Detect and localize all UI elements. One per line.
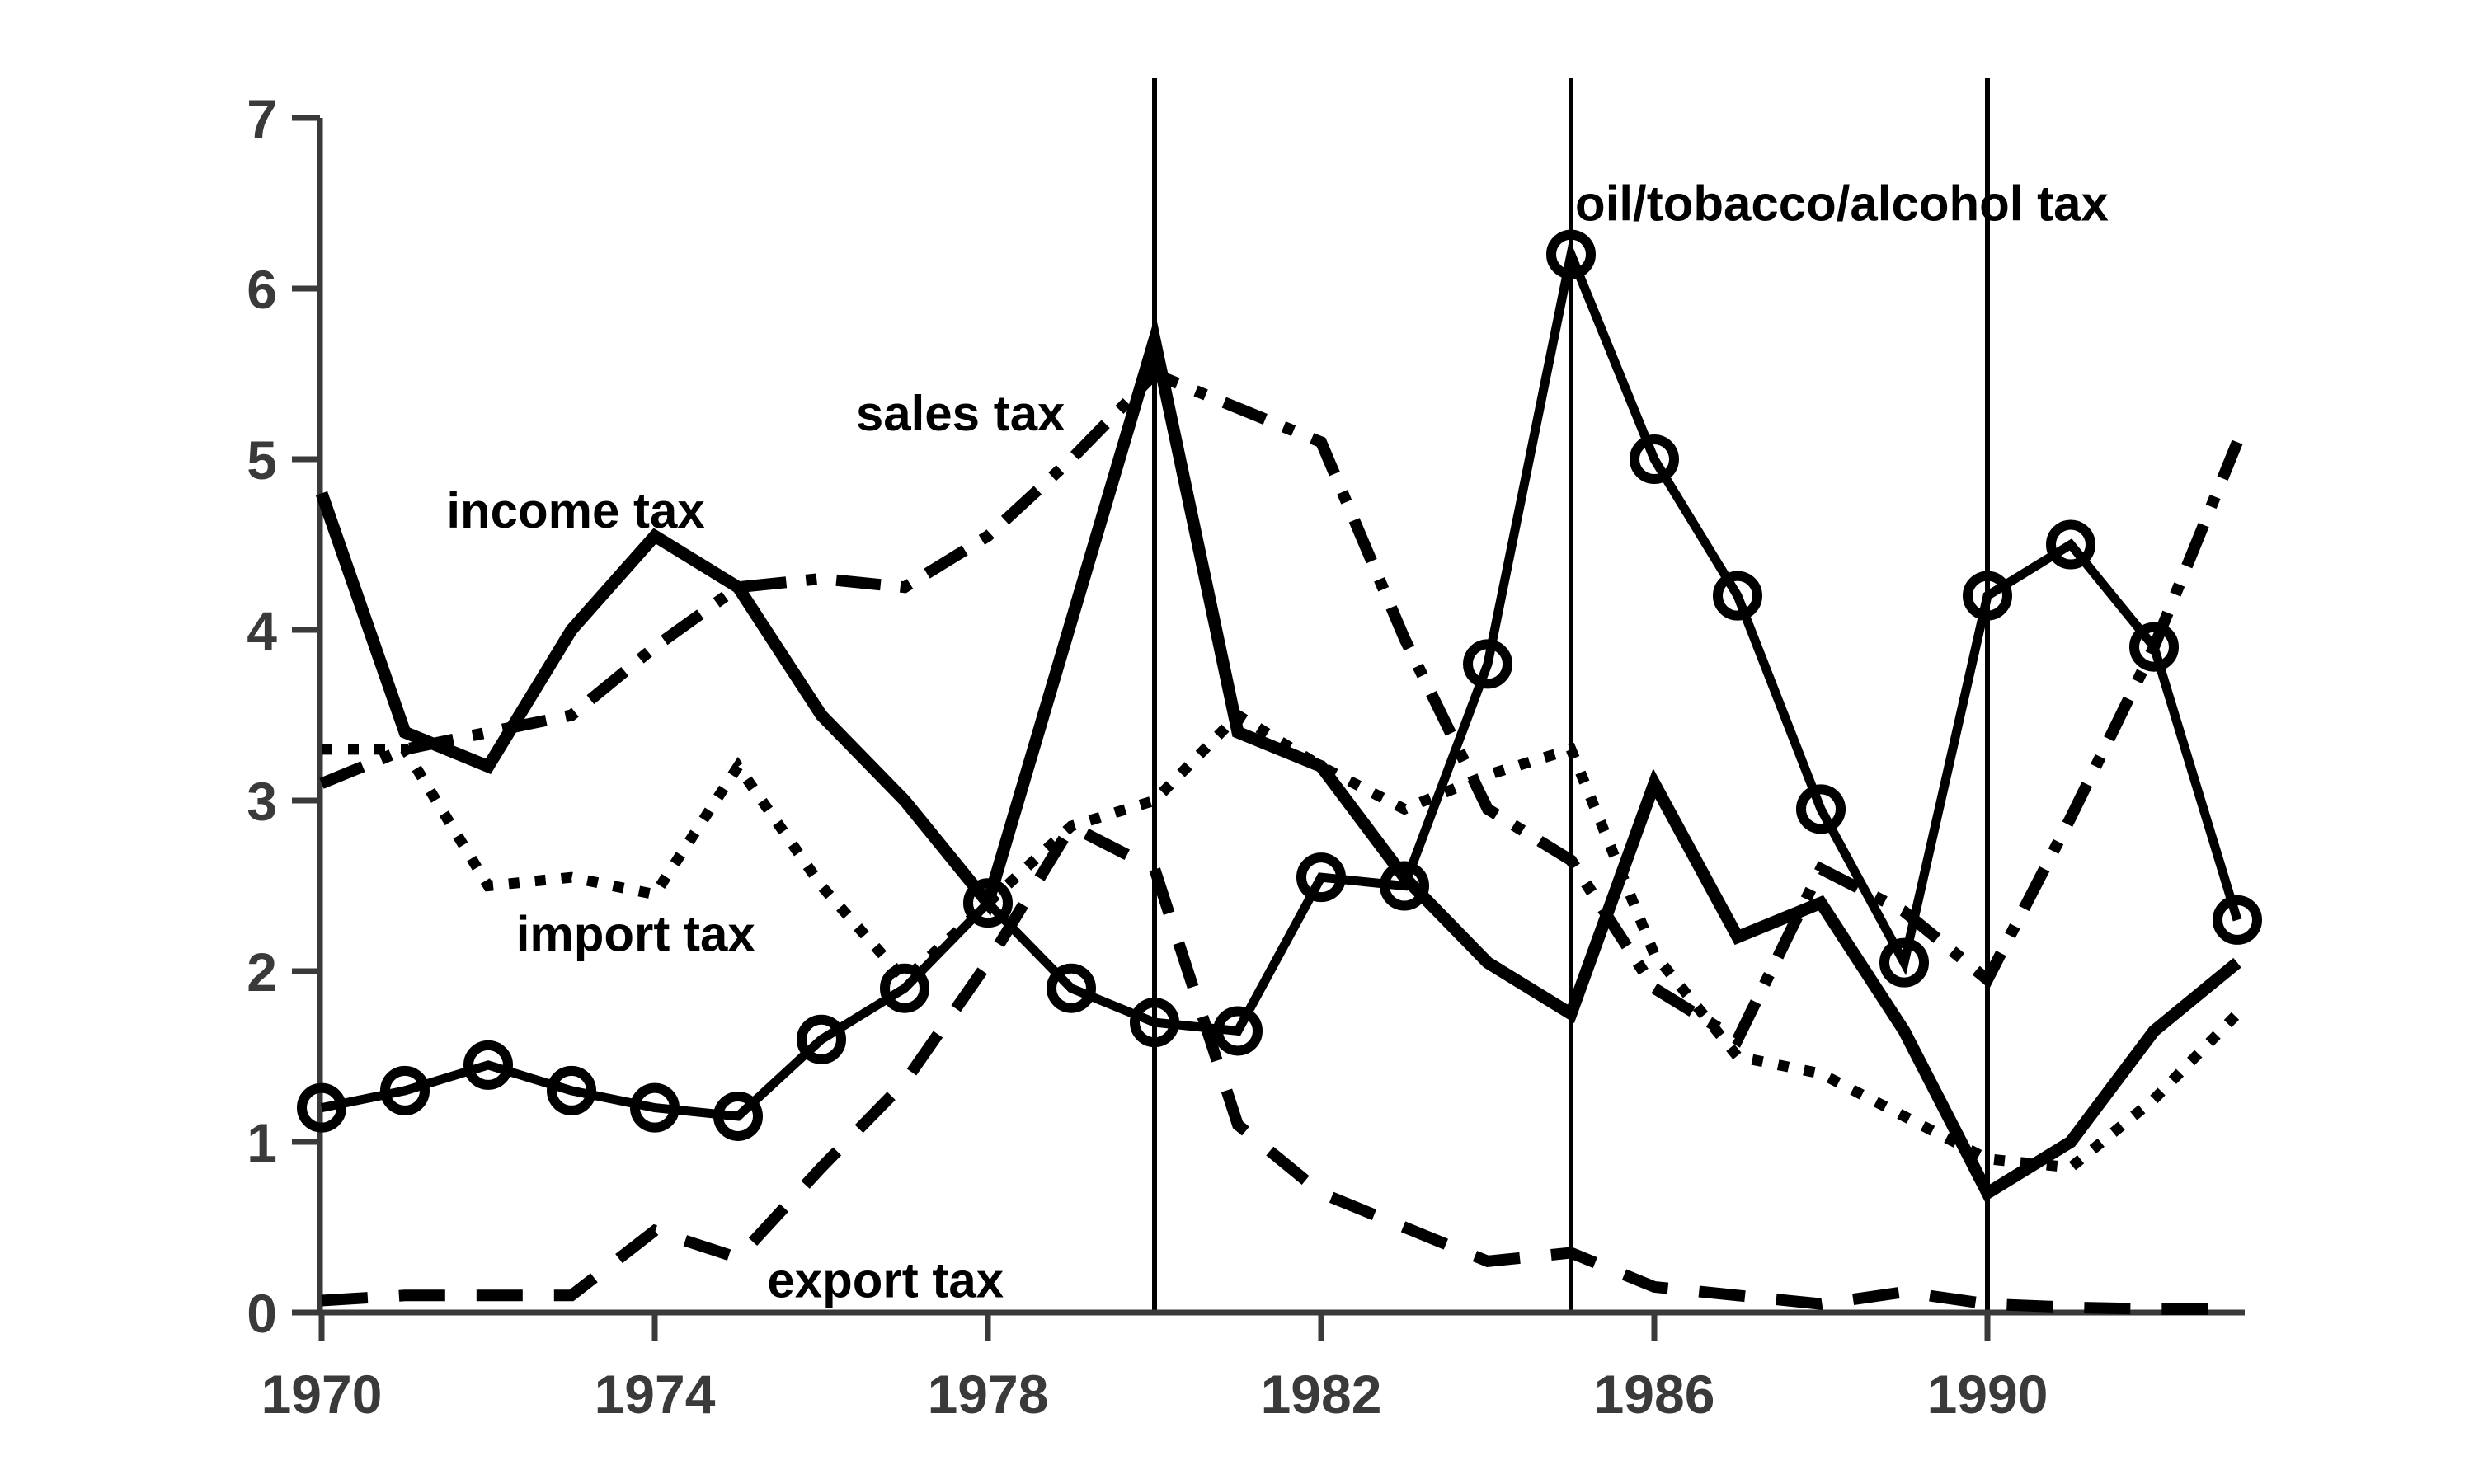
- x-tick-label-1990: 1990: [1927, 1364, 2048, 1425]
- marker-circle-oil_tobacco_alcohol_tax-1978: [963, 878, 1013, 928]
- marker-circle-oil_tobacco_alcohol_tax-1990: [1963, 571, 2012, 621]
- series-label-import-tax: import tax: [516, 906, 755, 961]
- x-tick-label-1974: 1974: [595, 1364, 716, 1425]
- series-label-sales-tax: sales tax: [856, 386, 1065, 441]
- y-tick-label-7: 7: [247, 88, 277, 149]
- marker-circle-oil_tobacco_alcohol_tax-1979: [1047, 963, 1096, 1013]
- marker-circle-oil_tobacco_alcohol_tax-1987: [1713, 571, 1762, 621]
- marker-circle-oil_tobacco_alcohol_tax-1992: [2129, 622, 2179, 672]
- series-line-income_tax: [315, 314, 2241, 1202]
- series-label-income-tax: income tax: [446, 483, 704, 538]
- marker-circle-oil_tobacco_alcohol_tax-1988: [1796, 784, 1846, 834]
- marker-circle-oil_tobacco_alcohol_tax-1981: [1213, 1006, 1263, 1056]
- series-label-oil-tobacco-alcohol-tax: oil/tobacco/alcohol tax: [1575, 176, 2109, 232]
- marker-circle-oil_tobacco_alcohol_tax-1972: [463, 1040, 513, 1090]
- marker-circle-oil_tobacco_alcohol_tax-1986: [1630, 434, 1679, 484]
- marker-circle-oil_tobacco_alcohol_tax-1989: [1879, 937, 1929, 988]
- marker-circle-oil_tobacco_alcohol_tax-1985: [1546, 229, 1596, 279]
- marker-circle-oil_tobacco_alcohol_tax-1975: [713, 1091, 763, 1141]
- marker-circle-oil_tobacco_alcohol_tax-1970: [297, 1082, 346, 1133]
- marker-circle-oil_tobacco_alcohol_tax-1991: [2046, 519, 2095, 570]
- marker-circle-oil_tobacco_alcohol_tax-1983: [1380, 861, 1429, 911]
- marker-circle-oil_tobacco_alcohol_tax-1976: [797, 1014, 846, 1064]
- x-tick-label-1982: 1982: [1261, 1364, 1382, 1425]
- marker-circle-oil_tobacco_alcohol_tax-1974: [630, 1082, 680, 1133]
- series-label-export-tax: export tax: [767, 1253, 1004, 1308]
- marker-circle-oil_tobacco_alcohol_tax-1984: [1463, 639, 1512, 689]
- y-tick-label-5: 5: [247, 430, 277, 491]
- y-tick-label-0: 0: [247, 1283, 277, 1344]
- x-tick-label-1986: 1986: [1594, 1364, 1715, 1425]
- marker-circle-oil_tobacco_alcohol_tax-1971: [380, 1065, 430, 1115]
- marker-circle-oil_tobacco_alcohol_tax-1982: [1296, 852, 1346, 903]
- x-tick-label-1970: 1970: [261, 1364, 383, 1425]
- marker-circle-oil_tobacco_alcohol_tax-1980: [1130, 998, 1179, 1048]
- y-tick-label-1: 1: [247, 1112, 277, 1173]
- y-tick-label-4: 4: [247, 600, 277, 661]
- y-tick-label-6: 6: [247, 259, 277, 320]
- x-tick-label-1978: 1978: [928, 1364, 1049, 1425]
- marker-circle-oil_tobacco_alcohol_tax-1973: [547, 1065, 596, 1115]
- marker-circle-oil_tobacco_alcohol_tax-1993: [2213, 895, 2262, 945]
- y-tick-label-2: 2: [247, 942, 277, 1003]
- series-line-export_tax: [321, 818, 2237, 1315]
- series-line-oil_tobacco_alcohol_tax: [320, 238, 2242, 1121]
- marker-circle-oil_tobacco_alcohol_tax-1977: [880, 963, 929, 1013]
- series-line-sales_tax: [319, 367, 2243, 1048]
- series-line-import_tax: [322, 708, 2241, 1173]
- y-tick-label-3: 3: [247, 771, 277, 832]
